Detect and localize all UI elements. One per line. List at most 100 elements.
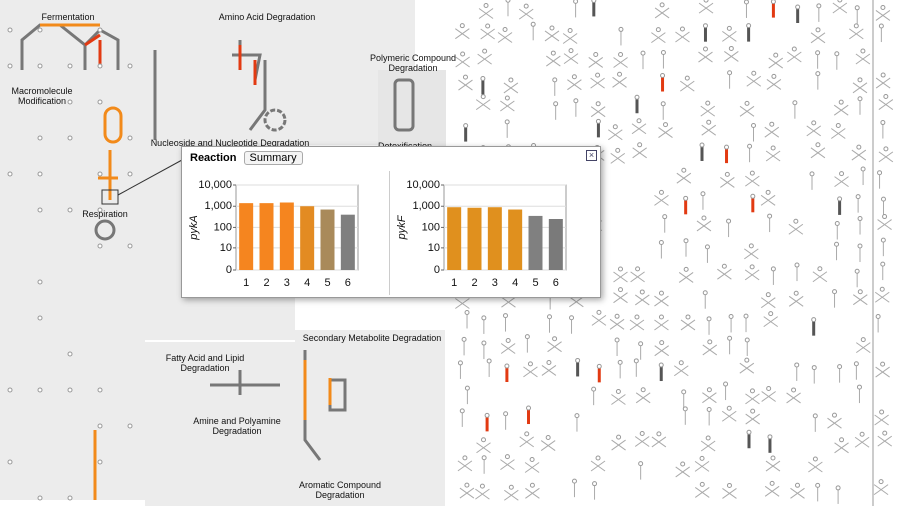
y-tick-label: 10: [220, 242, 232, 254]
glyph-edge: [810, 32, 826, 44]
glyph-node: [854, 5, 860, 11]
glyph-node: [794, 362, 800, 368]
glyph-node: [67, 135, 73, 141]
glyph-node: [639, 289, 645, 295]
glyph-node: [817, 266, 823, 272]
glyph-node: [746, 429, 752, 435]
region-label[interactable]: Fatty Acid and Lipid Degradation: [165, 353, 245, 373]
glyph-node: [877, 170, 883, 176]
glyph-edge: [855, 53, 871, 65]
glyph-edge: [631, 123, 647, 135]
glyph-node: [767, 213, 773, 219]
glyph-node: [726, 405, 732, 411]
glyph-node: [857, 243, 863, 249]
glyph-edge: [766, 79, 782, 90]
glyph-node: [702, 46, 708, 52]
x-tick-label: 1: [243, 277, 249, 289]
close-button[interactable]: ×: [586, 150, 597, 161]
glyph-edge: [476, 442, 491, 454]
tab[interactable]: Reaction: [190, 152, 237, 164]
glyph-edge: [877, 219, 892, 230]
glyph-edge: [698, 2, 714, 14]
region-box: [0, 0, 145, 500]
glyph-edge: [503, 82, 519, 94]
glyph-node: [462, 74, 468, 80]
glyph-node: [699, 142, 705, 148]
glyph-edge: [678, 271, 694, 283]
glyph-edge: [849, 28, 864, 40]
glyph-node: [504, 119, 510, 125]
glyph-node: [37, 315, 43, 321]
glyph-node: [816, 3, 822, 9]
glyph-node: [705, 100, 711, 106]
glyph-node: [681, 167, 687, 173]
glyph-edge: [654, 295, 669, 307]
glyph-edge: [500, 100, 515, 112]
glyph-node: [485, 23, 491, 29]
divider: [389, 171, 390, 295]
glyph-node: [857, 216, 863, 222]
glyph-node: [751, 70, 757, 76]
region-label[interactable]: Amine and Polyamine Degradation: [193, 416, 281, 436]
glyph-edge: [613, 57, 628, 68]
glyph-node: [97, 99, 103, 105]
glyph-node: [97, 387, 103, 393]
glyph-node: [880, 120, 886, 126]
glyph-node: [685, 314, 691, 320]
glyph-node: [529, 456, 535, 462]
glyph-node: [638, 341, 644, 347]
region-label[interactable]: Aromatic Compound Degradation: [298, 480, 382, 500]
glyph-node: [549, 25, 555, 31]
glyph-node: [706, 119, 712, 125]
glyph-node: [728, 45, 734, 51]
glyph-edge: [874, 414, 889, 426]
glyph-node: [767, 434, 773, 440]
glyph-node: [853, 361, 859, 367]
glyph-edge: [654, 345, 669, 357]
glyph-node: [547, 314, 553, 320]
glyph-node: [726, 25, 732, 31]
glyph-edge: [721, 410, 737, 422]
glyph-node: [856, 144, 862, 150]
glyph-edge: [455, 298, 470, 309]
glyph-node: [815, 142, 821, 148]
glyph-edge: [875, 366, 890, 378]
glyph-node: [575, 357, 581, 363]
region-label[interactable]: Secondary Metabolite Degradation: [302, 333, 442, 343]
region-label[interactable]: Fermentation: [41, 12, 95, 22]
x-tick-label: 3: [492, 277, 498, 289]
highlight: [101, 189, 119, 205]
glyph-node: [726, 218, 732, 224]
glyph-node: [765, 292, 771, 298]
glyph-node: [795, 4, 801, 10]
glyph-node: [857, 96, 863, 102]
region-label[interactable]: Amino Acid Degradation: [218, 12, 316, 22]
region-label[interactable]: Polymeric Compound Degradation: [369, 53, 457, 73]
glyph-node: [637, 142, 643, 148]
region-label[interactable]: Macromolecule Modification: [11, 86, 73, 106]
glyph-edge: [546, 55, 561, 67]
glyph-edge: [745, 175, 760, 187]
glyph-node: [724, 144, 730, 150]
glyph-node: [857, 289, 863, 295]
glyph-node: [834, 241, 840, 247]
glyph-node: [508, 484, 514, 490]
glyph-node: [568, 48, 574, 54]
region-label[interactable]: Respiration: [82, 209, 128, 219]
glyph-node: [545, 435, 551, 441]
glyph-node: [504, 454, 510, 460]
glyph-node: [706, 387, 712, 393]
glyph-edge: [478, 8, 494, 19]
glyph-edge: [878, 99, 894, 110]
glyph-node: [595, 101, 601, 107]
glyph-edge: [680, 319, 696, 331]
glyph-edge: [808, 461, 823, 473]
region-label[interactable]: Nucleoside and Nucleotide Degradation: [150, 138, 310, 148]
tab[interactable]: Summary: [243, 151, 303, 165]
glyph-node: [552, 77, 558, 83]
glyph-edge: [480, 28, 495, 40]
glyph-node: [860, 48, 866, 54]
glyph-node: [683, 195, 689, 201]
y-tick-label: 10: [428, 242, 440, 254]
glyph-node: [678, 360, 684, 366]
